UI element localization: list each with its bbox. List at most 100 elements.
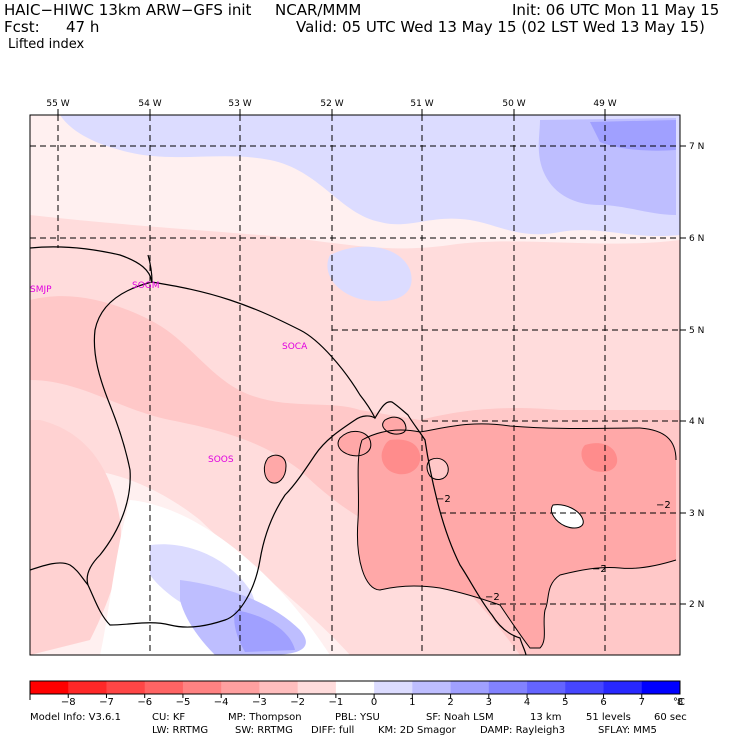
footer-lw: LW: RRTMG [152,725,209,736]
field-blob-a [337,431,372,457]
lon-label: 54 W [138,99,161,109]
field-name: Lifted index [8,37,85,52]
station-label: SMJP [30,285,52,295]
contour-label: −2 [485,592,500,603]
colorbar-tick-label: −6 [137,697,152,708]
station-label: SOGM [132,281,160,291]
init-time: Init: 06 UTC Mon 11 May 15 [512,1,720,19]
lat-label: 3 N [689,509,704,519]
contour-label: −2 [592,564,607,575]
field-blob-b [263,454,287,484]
footer-sflay: SFLAY: MM5 [598,725,657,736]
field-positive-island [327,246,412,302]
map-frame [29,114,681,656]
colorbar-swatch [297,681,337,694]
contour-label: −2 [436,494,451,505]
footer-sf: SF: Noah LSM [426,712,494,723]
border-west-river [147,254,153,283]
colorbar-swatch [450,681,490,694]
colorbar-swatch [335,681,375,694]
footer-model-info: Model Info: V3.6.1 [30,712,121,723]
footer-levels: 51 levels [586,712,631,723]
field-positive-peak [590,120,676,151]
colorbar-tick-label: −4 [214,697,229,708]
colorbar-tick-label: 0 [371,697,377,708]
field-southwest-pink [30,420,121,655]
field-minimum-b [581,443,618,472]
colorbar-tick-label: 6 [600,697,606,708]
lat-label: 6 N [689,234,704,244]
lon-label: 49 W [593,99,616,109]
colorbar-swatch [527,681,566,694]
colorbar-swatch [641,681,681,694]
colorbar-tick-label: 5 [562,697,568,708]
lon-label: 52 W [320,99,343,109]
contour-label: −2 [656,500,671,511]
border-guyana-brazil [86,281,376,628]
lat-lon-grid [30,115,680,655]
border-southwest [30,562,89,586]
contour-line-south [356,439,677,649]
lat-label: 4 N [689,417,704,427]
colorbar-tick-label: −8 [61,697,76,708]
colorbar-tick-label: 3 [486,697,492,708]
fcst-label: Fcst: [4,18,40,36]
field-blob-d [551,504,584,529]
colorbar-tick-label: 1 [409,697,415,708]
colorbar-tick-label: −3 [252,697,267,708]
footer-timestep: 60 sec [654,712,687,723]
lat-label: 5 N [689,326,704,336]
footer-damp: DAMP: Rayleigh3 [480,725,566,736]
footer-km: KM: 2D Smagor [378,725,456,736]
lon-ticks [57,109,606,115]
footer-mp: MP: Thompson [228,712,302,723]
station-label: SOOS [208,455,234,465]
valid-time: Valid: 05 UTC Wed 13 May 15 (02 LST Wed … [296,18,705,36]
contour-hole [426,457,449,480]
colorbar-tick-label: 2 [447,697,453,708]
colorbar-swatch [603,681,643,694]
footer-resolution: 13 km [530,712,562,723]
colorbar-tick-label: −7 [99,697,114,708]
center-label: NCAR/MMM [275,1,362,19]
field-positive-north [60,115,680,237]
footer-sw: SW: RRTMG [235,725,293,736]
colorbar-tick-label: 7 [639,697,645,708]
shaded-field [30,115,680,655]
footer-pbl: PBL: YSU [335,712,380,723]
colorbar-unit: °C [673,697,685,708]
colorbar-swatch [182,681,222,694]
model-title: HAIC−HIWC 13km ARW−GFS init [4,1,252,19]
colorbar-swatch [374,681,413,694]
colorbar-swatch [68,681,107,694]
lat-label: 2 N [689,600,704,610]
colorbar-swatch [30,681,69,694]
lat-label: 7 N [689,142,704,152]
colorbar-swatch [565,681,605,694]
colorbar-swatch [412,681,452,694]
colorbar-tick-label: −1 [329,697,344,708]
coastline [30,246,527,655]
colorbar-swatch [488,681,528,694]
station-label: SOCA [282,342,308,352]
lat-ticks [680,145,686,605]
colorbar-tick-label: 4 [524,697,530,708]
footer-cu: CU: KF [152,712,186,723]
contour-line-north [361,423,677,461]
lon-label: 51 W [410,99,433,109]
colorbar-swatch [259,681,299,694]
footer-diff: DIFF: full [311,725,355,736]
fcst-value: 47 h [66,18,100,36]
colorbar-swatch [144,681,184,694]
field-minimum-a [381,439,421,475]
colorbar-swatch [221,681,260,694]
colorbar-tick-label: −2 [290,697,305,708]
lon-label: 50 W [502,99,525,109]
colorbar-tick-label: 8 [677,697,683,708]
colorbar-swatch [106,681,146,694]
colorbar [29,680,681,698]
colorbar-tick-label: −5 [176,697,191,708]
lon-label: 53 W [228,99,251,109]
colorbar-frame [29,680,681,695]
